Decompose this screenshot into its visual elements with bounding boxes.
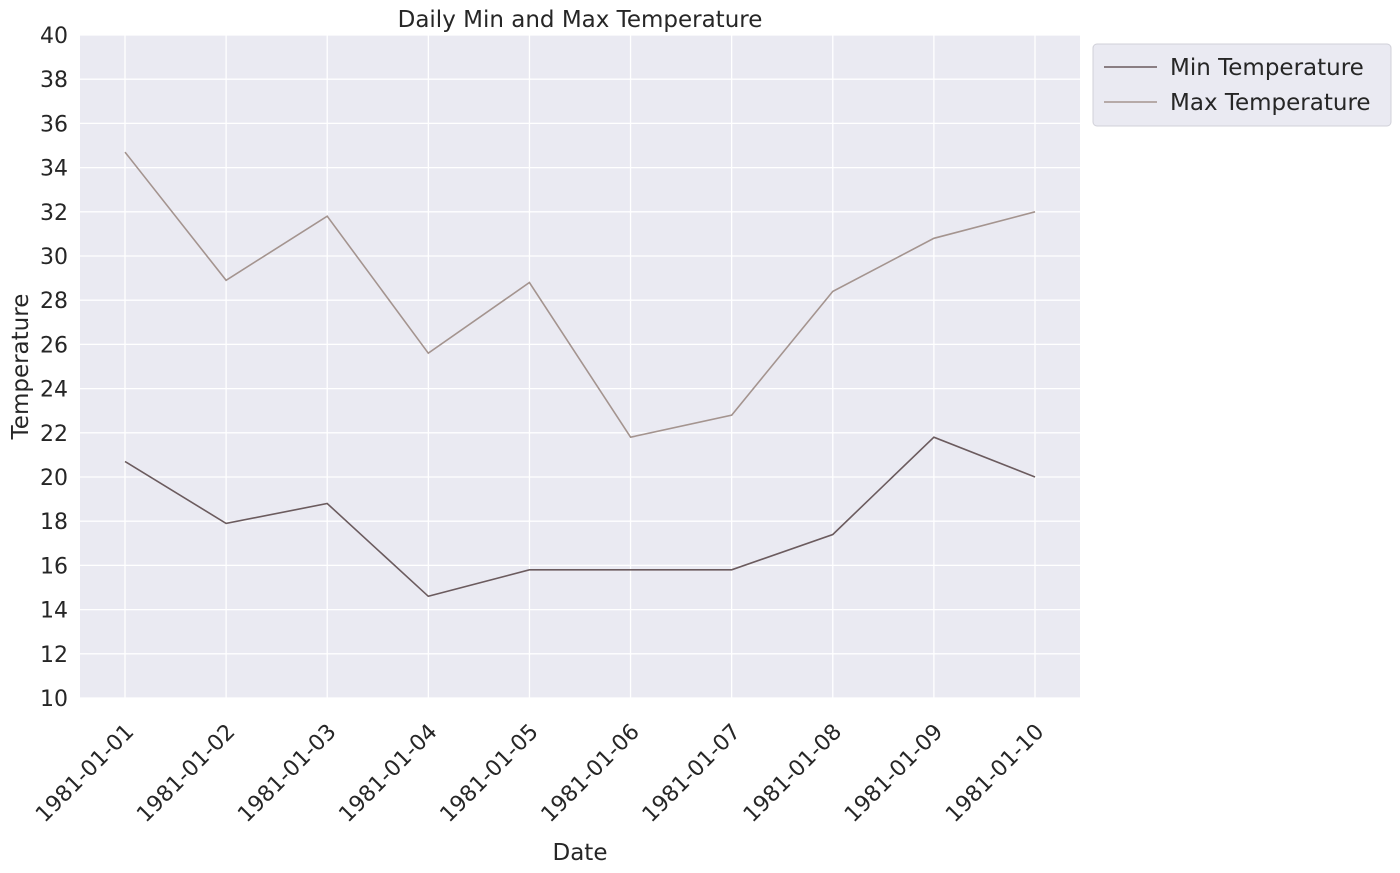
y-tick-label: 26 xyxy=(40,333,68,358)
x-tick-label: 1981-01-08 xyxy=(739,720,847,828)
x-tick-label: 1981-01-04 xyxy=(334,720,442,828)
y-tick-label: 32 xyxy=(40,201,68,226)
x-tick-label: 1981-01-09 xyxy=(840,720,948,828)
chart-title: Daily Min and Max Temperature xyxy=(398,7,763,33)
y-tick-label: 16 xyxy=(40,554,68,579)
series-line xyxy=(124,151,1036,439)
x-tick-label: 1981-01-02 xyxy=(132,720,240,828)
y-tick-label: 12 xyxy=(40,643,68,668)
grid-lines xyxy=(80,34,1080,699)
y-axis-ticks: 10 12 14 16 18 20 22 24 26 28 30 32 34 36 38 40 xyxy=(40,24,68,712)
x-tick-label: 1981-01-10 xyxy=(941,720,1049,828)
x-tick-label: 1981-01-06 xyxy=(537,720,645,828)
y-tick-label: 10 xyxy=(40,687,68,712)
y-tick-label: 20 xyxy=(40,466,68,491)
y-tick-label: 18 xyxy=(40,510,68,535)
x-axis-ticks: 1981-01-011981-01-021981-01-031981-01-04… xyxy=(31,720,1049,828)
y-tick-label: 36 xyxy=(40,112,68,137)
legend: Min Temperature Max Temperature xyxy=(1092,43,1392,127)
legend-label: Min Temperature xyxy=(1170,55,1364,81)
x-tick-label: 1981-01-07 xyxy=(638,720,746,828)
x-tick-label: 1981-01-01 xyxy=(31,720,139,828)
y-tick-label: 38 xyxy=(40,68,68,93)
series-line xyxy=(124,436,1036,598)
y-tick-label: 22 xyxy=(40,422,68,447)
y-axis-label: Temperature xyxy=(8,294,34,441)
x-tick-label: 1981-01-05 xyxy=(436,720,544,828)
y-tick-label: 14 xyxy=(40,599,68,624)
x-axis-label: Date xyxy=(553,840,608,866)
legend-box xyxy=(1092,43,1392,127)
y-tick-label: 30 xyxy=(40,245,68,270)
y-tick-label: 28 xyxy=(40,289,68,314)
x-tick-label: 1981-01-03 xyxy=(233,720,341,828)
y-tick-label: 40 xyxy=(40,24,68,49)
y-tick-label: 34 xyxy=(40,157,68,182)
legend-label: Max Temperature xyxy=(1170,90,1371,116)
plot-area xyxy=(80,35,1080,698)
series-lines xyxy=(124,151,1036,598)
y-tick-label: 24 xyxy=(40,378,68,403)
